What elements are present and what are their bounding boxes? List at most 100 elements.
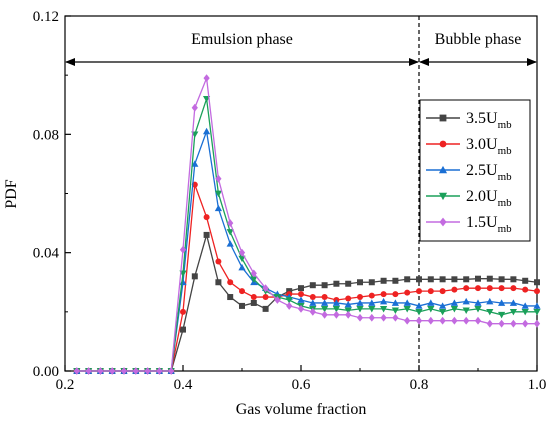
data-point — [239, 288, 245, 295]
data-point — [486, 308, 494, 316]
data-point — [321, 299, 329, 306]
emulsion-phase-label: Emulsion phase — [191, 31, 293, 48]
data-point — [391, 307, 399, 314]
data-point — [309, 307, 316, 316]
legend-marker — [438, 192, 448, 201]
data-point — [463, 316, 470, 325]
data-point — [486, 285, 493, 292]
data-point — [439, 288, 446, 295]
x-tick-label: 0.6 — [292, 377, 311, 393]
series-3-5Umb — [73, 231, 540, 374]
data-point — [345, 310, 352, 319]
data-point — [427, 299, 435, 306]
data-point — [333, 310, 340, 319]
data-point — [392, 291, 399, 298]
data-point — [203, 74, 210, 83]
region-annotations: Emulsion phase Bubble phase — [65, 16, 537, 371]
y-tick-label: 0.12 — [33, 9, 59, 25]
data-point — [191, 273, 198, 280]
data-point — [156, 367, 163, 375]
data-point — [285, 297, 293, 304]
data-point — [203, 127, 211, 135]
data-point — [427, 276, 434, 283]
legend-marker — [438, 165, 448, 174]
data-point — [191, 160, 199, 167]
data-point — [498, 276, 505, 283]
data-point — [250, 269, 257, 278]
data-point — [227, 294, 234, 301]
data-point — [404, 276, 411, 283]
data-point — [73, 367, 80, 375]
data-point — [227, 279, 234, 286]
data-point — [168, 367, 175, 375]
data-point — [309, 299, 317, 306]
data-point — [451, 276, 458, 283]
data-point — [357, 294, 363, 301]
data-point — [132, 367, 139, 375]
legend: 3.5Umb 3.0Umb 2.5Umb 2.0Umb 1.5Umb — [419, 99, 531, 242]
data-point — [356, 299, 364, 306]
data-point — [238, 263, 246, 271]
x-tick-label: 0.2 — [56, 377, 75, 393]
data-point — [439, 302, 447, 309]
data-point — [475, 285, 481, 292]
ticks-layer: 0.2 0.4 0.6 0.8 1.0 0.00 0.04 0.08 0.12 — [33, 9, 547, 393]
data-point — [391, 299, 399, 306]
data-point — [510, 276, 517, 283]
data-point — [226, 240, 234, 247]
data-point — [286, 302, 293, 310]
data-point — [450, 305, 458, 313]
data-point — [309, 282, 316, 289]
data-point — [451, 316, 458, 325]
data-point — [345, 295, 352, 302]
data-point — [368, 305, 376, 313]
legend-entry: 1.5Umb — [426, 214, 512, 235]
data-point — [403, 299, 411, 306]
data-point — [439, 276, 446, 283]
x-tick-label: 0.4 — [174, 377, 193, 393]
data-point — [368, 299, 376, 306]
x-axis-label: Gas volume fraction — [236, 401, 367, 418]
data-point — [238, 255, 246, 263]
legend-entry: 2.0Umb — [426, 188, 512, 209]
data-point — [357, 279, 363, 286]
legend-label: 3.0Umb — [466, 136, 512, 157]
data-point — [250, 299, 257, 306]
data-point — [522, 319, 529, 328]
legend-entry: 3.5Umb — [426, 110, 512, 131]
data-point — [416, 276, 422, 283]
data-point — [215, 174, 222, 183]
legend-marker — [439, 217, 447, 227]
data-point — [509, 308, 517, 316]
data-point — [227, 219, 234, 227]
data-point — [415, 316, 423, 325]
data-point — [356, 313, 364, 322]
data-point — [533, 308, 541, 316]
data-point — [486, 297, 494, 305]
data-point — [439, 316, 446, 325]
data-point — [297, 304, 305, 313]
legend-entry: 2.5Umb — [426, 162, 512, 183]
y-axis-label: PDF — [3, 179, 20, 208]
legend-marker — [439, 114, 447, 122]
data-point — [191, 103, 198, 112]
data-point — [345, 280, 352, 287]
data-point — [380, 277, 387, 284]
data-point — [215, 279, 222, 286]
data-point — [333, 280, 340, 287]
data-point — [238, 248, 246, 257]
data-point — [214, 190, 222, 198]
x-tick-label: 0.8 — [410, 377, 429, 393]
data-point — [274, 296, 281, 304]
data-point — [498, 311, 506, 319]
data-point — [368, 279, 375, 286]
data-point — [109, 367, 116, 375]
data-point — [427, 316, 434, 325]
legend-label: 3.5Umb — [466, 110, 512, 131]
data-point — [521, 308, 529, 316]
legend-label: 2.0Umb — [466, 188, 512, 209]
data-point — [180, 326, 186, 333]
data-point — [239, 302, 245, 309]
data-point — [344, 300, 352, 308]
